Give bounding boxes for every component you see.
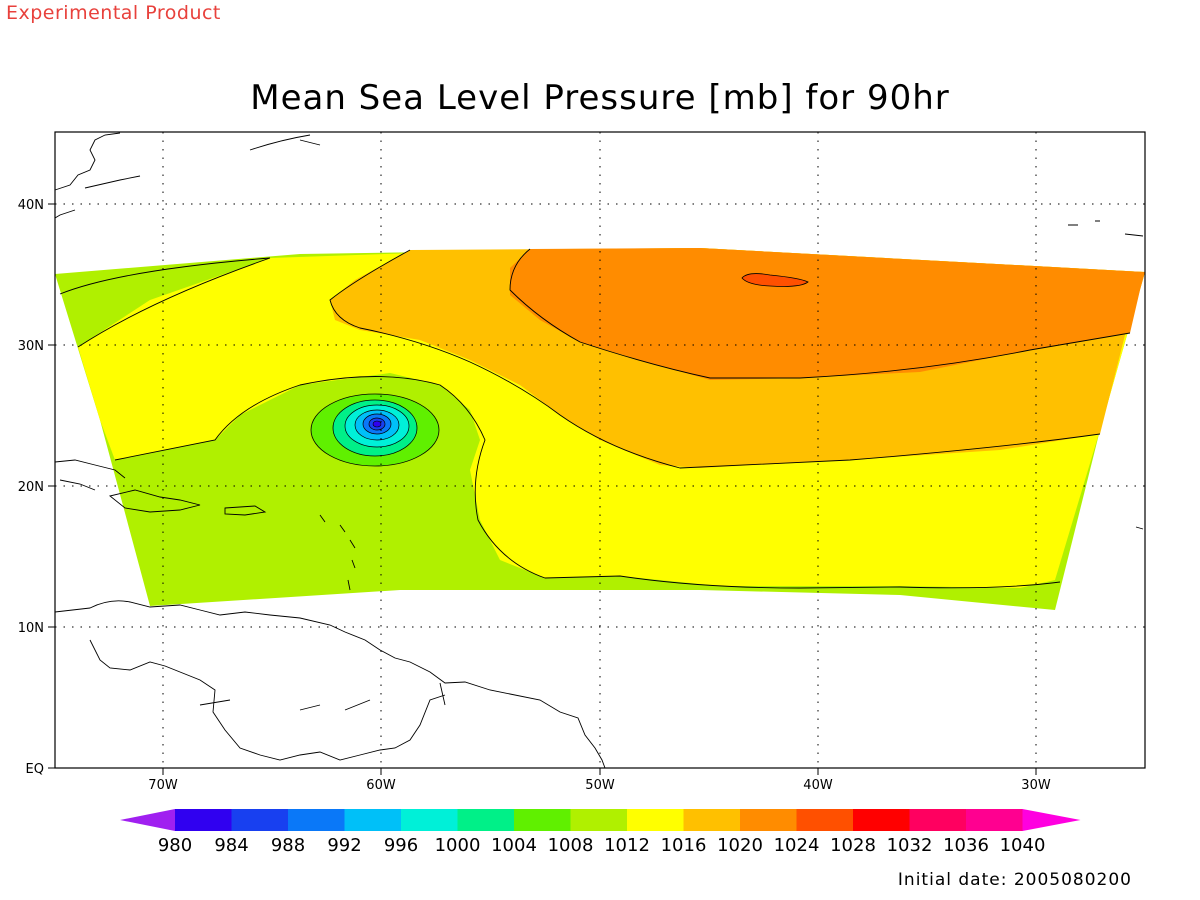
colorbar-box: [683, 809, 740, 831]
lon-label-30w: 30W: [1021, 778, 1051, 793]
lat-label-30n: 30N: [18, 339, 44, 354]
colorbar-box: [627, 809, 684, 831]
colorbar-label: 1028: [830, 835, 876, 856]
coast-north-america: [54, 132, 321, 219]
coast-hispaniola: [109, 489, 201, 513]
colorbar-label: 984: [214, 835, 248, 856]
colorbar-box: [175, 809, 232, 831]
coast-lesser-antilles: [319, 514, 356, 591]
lat-label-20n: 20N: [18, 480, 44, 495]
contour-1020: [509, 248, 1131, 379]
colorbar-box: [344, 809, 401, 831]
colorbar-label: 1020: [717, 835, 763, 856]
colorbar-label: 1036: [943, 835, 989, 856]
lon-label-40w: 40W: [803, 778, 833, 793]
colorbar-label: 1040: [1000, 835, 1046, 856]
coast-south-america: [54, 600, 606, 769]
contour-1012-east: [114, 376, 1061, 589]
colorbar-label: 1004: [491, 835, 537, 856]
map-title: Mean Sea Level Pressure [mb] for 90hr: [250, 78, 950, 118]
colorbar-label: 992: [327, 835, 361, 856]
colorbar-label: 988: [271, 835, 305, 856]
lon-label-50w: 50W: [585, 778, 615, 793]
coastlines: [54, 132, 1144, 769]
lat-label-10n: 10N: [18, 621, 44, 636]
contour-1012-west: [59, 257, 271, 295]
colorbar-box: [514, 809, 571, 831]
coast-cuba: [54, 459, 126, 491]
colorbar-box: [909, 809, 966, 831]
coast-atlantic-islands: [1068, 220, 1144, 530]
colorbar-box: [570, 809, 627, 831]
lon-label-70w: 70W: [148, 778, 178, 793]
contour-1016: [77, 257, 271, 348]
colorbar-box: [401, 809, 458, 831]
colorbar-label: 1032: [887, 835, 933, 856]
lat-labels: EQ 10N 20N 30N 40N: [18, 198, 44, 777]
colorbar-label: 980: [158, 835, 192, 856]
colorbar-box: [853, 809, 910, 831]
colorbar: [120, 809, 1081, 831]
coast-puerto-rico: [224, 505, 267, 516]
colorbar-box: [288, 809, 345, 831]
colorbar-box: [457, 809, 514, 831]
colorbar-label: 1008: [548, 835, 594, 856]
colorbar-box: [966, 809, 1023, 831]
grid-lines: [55, 132, 1145, 768]
lon-label-60w: 60W: [366, 778, 396, 793]
colorbar-label: 1016: [661, 835, 707, 856]
axis-ticks: [48, 203, 1037, 775]
lat-label-40n: 40N: [18, 198, 44, 213]
colorbar-label: 1000: [435, 835, 481, 856]
colorbar-box: [231, 809, 288, 831]
lat-label-eq: EQ: [26, 762, 44, 777]
contour-1016-mid: [329, 249, 1101, 469]
colorbar-box: [796, 809, 853, 831]
colorbar-arrow-high: [1022, 809, 1081, 831]
field-1024: [741, 273, 809, 287]
field-1020: [510, 248, 1145, 380]
colorbar-label: 996: [384, 835, 418, 856]
colorbar-arrow-low: [120, 809, 175, 831]
lon-labels: 70W 60W 50W 40W 30W: [148, 778, 1051, 793]
colorbar-label: 1024: [774, 835, 820, 856]
pressure-field: [55, 248, 1145, 610]
contour-lines: [59, 248, 1131, 589]
colorbar-label: 1012: [604, 835, 650, 856]
field-980: [372, 420, 382, 428]
initial-date: Initial date: 2005080200: [897, 870, 1132, 890]
colorbar-labels: 980 984 988 992 996 1000 1004 1008 1012 1016 1020 1…: [158, 835, 1046, 856]
experimental-product-note: Experimental Product: [6, 2, 221, 24]
colorbar-box: [740, 809, 797, 831]
